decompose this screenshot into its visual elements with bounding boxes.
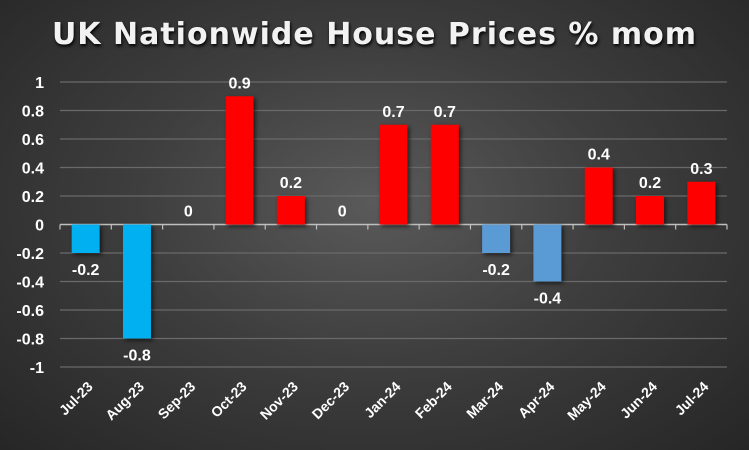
data-label: 0.9	[228, 75, 250, 92]
y-tick-label: 0.6	[22, 132, 44, 149]
x-tick-label: Nov-23	[257, 378, 301, 422]
bar	[71, 224, 100, 253]
y-tick-label: 0.4	[22, 161, 44, 178]
x-tick-label: Aug-23	[102, 378, 147, 423]
bar	[122, 224, 151, 339]
x-tick-label: Oct-23	[208, 378, 250, 420]
chart-title: UK Nationwide House Prices % mom	[51, 17, 698, 52]
x-tick-label: Jan-24	[361, 378, 404, 421]
data-label: -0.2	[72, 262, 100, 279]
bar	[379, 124, 408, 225]
x-tick-label: Dec-23	[309, 378, 353, 422]
data-label: 0.3	[690, 161, 712, 178]
x-tick-label: Sep-23	[155, 378, 199, 422]
y-tick-label: -0.6	[16, 303, 44, 320]
data-label: 0.7	[434, 104, 456, 121]
bar	[584, 167, 613, 225]
data-label: 0.2	[280, 175, 302, 192]
bar	[482, 224, 511, 253]
y-tick-label: 0.2	[22, 189, 44, 206]
x-tick-label: Apr-24	[515, 378, 558, 421]
x-tick-label: Jun-24	[617, 378, 660, 421]
y-tick-label: 0	[35, 218, 44, 235]
y-tick-label: -0.8	[16, 332, 44, 349]
y-tick-label: 0.8	[22, 104, 44, 121]
y-tick-label: -0.2	[16, 246, 44, 263]
bar	[225, 96, 254, 225]
y-tick-label: -0.4	[16, 275, 44, 292]
data-label: -0.8	[123, 348, 151, 365]
data-label: -0.4	[534, 291, 562, 308]
data-label: 0	[338, 204, 347, 221]
data-label: 0.2	[639, 175, 661, 192]
bar	[276, 196, 305, 225]
data-label: 0.4	[588, 147, 610, 164]
bar	[430, 124, 459, 225]
y-tick-label: 1	[35, 75, 44, 92]
y-tick-label: -1	[30, 360, 44, 377]
x-tick-label: May-24	[564, 378, 609, 423]
data-label: 0	[184, 204, 193, 221]
x-tick-label: Feb-24	[412, 378, 455, 421]
x-tick-label: Jul-24	[672, 378, 712, 418]
bar	[533, 224, 562, 282]
data-label: 0.7	[382, 104, 404, 121]
bar	[687, 181, 716, 225]
x-tick-label: Mar-24	[463, 378, 506, 421]
bar	[636, 196, 665, 225]
x-tick-label: Jul-23	[56, 378, 96, 418]
data-label: -0.2	[482, 262, 510, 279]
